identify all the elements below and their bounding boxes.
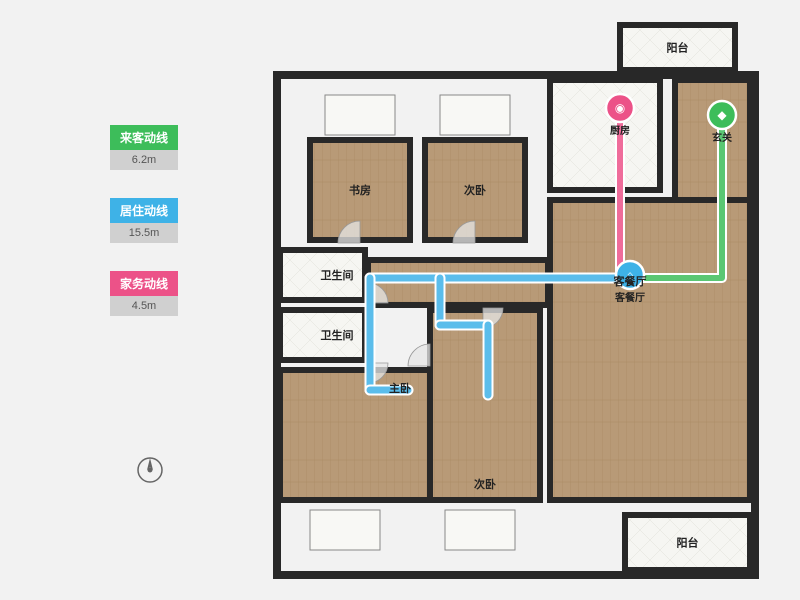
room-label: 客餐厅 xyxy=(613,274,647,288)
floorplan: ◉厨房◆玄关⌂客餐厅 书房次卧卫生间卫生间主卧次卧客餐厅阳台阳台 xyxy=(250,20,770,580)
legend-label: 家务动线 xyxy=(110,271,178,296)
legend-value: 4.5m xyxy=(110,296,178,316)
room-label: 阳台 xyxy=(667,41,689,55)
legend-item-living: 居住动线 15.5m xyxy=(110,198,178,243)
bay-window xyxy=(325,95,395,135)
marker-label: 客餐厅 xyxy=(614,291,645,304)
legend-item-guest: 来客动线 6.2m xyxy=(110,125,178,170)
marker-label: 厨房 xyxy=(610,124,630,137)
room-label: 次卧 xyxy=(464,183,486,197)
room-label: 主卧 xyxy=(389,381,411,395)
room-label: 卫生间 xyxy=(321,328,354,342)
room-label: 阳台 xyxy=(677,536,699,550)
svg-text:◆: ◆ xyxy=(717,108,727,122)
bay-window xyxy=(445,510,515,550)
room-label: 书房 xyxy=(349,183,371,197)
legend-item-chore: 家务动线 4.5m xyxy=(110,271,178,316)
svg-text:◉: ◉ xyxy=(615,101,625,115)
legend-value: 15.5m xyxy=(110,223,178,243)
legend-label: 居住动线 xyxy=(110,198,178,223)
bay-window xyxy=(440,95,510,135)
marker-label: 玄关 xyxy=(712,131,732,144)
legend: 来客动线 6.2m 居住动线 15.5m 家务动线 4.5m xyxy=(110,125,178,344)
bay-window xyxy=(310,510,380,550)
legend-label: 来客动线 xyxy=(110,125,178,150)
room-label: 次卧 xyxy=(474,477,496,491)
door-arc xyxy=(408,344,430,366)
room-厨房 xyxy=(550,80,660,190)
compass-icon xyxy=(135,455,165,485)
floorplan-svg: ◉厨房◆玄关⌂客餐厅 书房次卧卫生间卫生间主卧次卧客餐厅阳台阳台 xyxy=(250,20,770,580)
legend-value: 6.2m xyxy=(110,150,178,170)
room-label: 卫生间 xyxy=(321,268,354,282)
